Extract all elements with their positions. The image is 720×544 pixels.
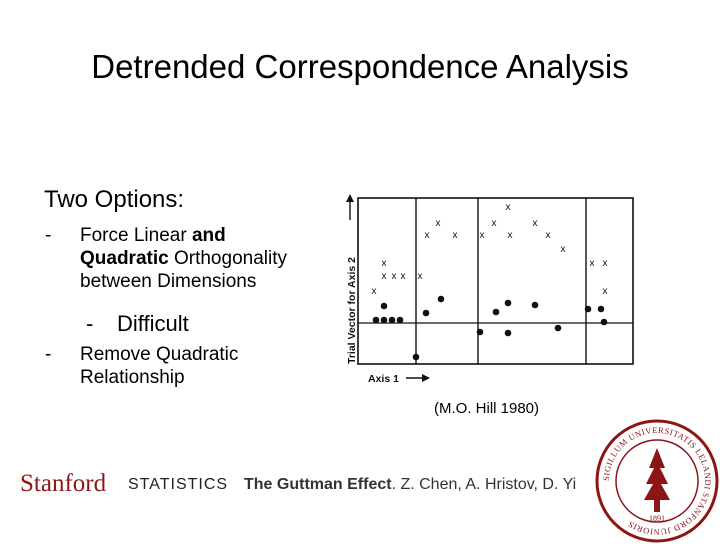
stanford-seal: SIGILLUM UNIVERSITATIS LELANDI STANFORD …	[595, 419, 719, 543]
sub-bullet-difficult: - Difficult	[86, 311, 189, 337]
x-marker: x	[418, 271, 423, 282]
dot-marker	[597, 305, 605, 313]
dot-marker	[584, 305, 592, 313]
redwood-tree-icon	[644, 448, 670, 512]
dot-marker	[554, 324, 562, 332]
dot-marker	[531, 301, 539, 309]
dot-marker	[437, 295, 445, 303]
bullet-line: Quadratic Orthogonality	[80, 248, 287, 269]
x-marker: x	[480, 230, 485, 241]
bullet-dash: -	[86, 311, 94, 336]
bullet-remove-quadratic: - Remove Quadratic Relationship	[45, 343, 330, 389]
dot-markers	[372, 295, 608, 361]
x-marker: x	[590, 258, 595, 269]
x-marker: x	[603, 286, 608, 297]
bullet-line: Relationship	[80, 367, 185, 388]
x-marker: x	[561, 244, 566, 255]
dot-marker	[600, 318, 608, 326]
bullet-line: Force Linear and	[80, 225, 226, 246]
bullet-force-linear: - Force Linear and Quadratic Orthogonali…	[45, 224, 330, 293]
footer-citation: The Guttman Effect. Z. Chen, A. Hristov,…	[244, 476, 577, 493]
x-marker: x	[508, 230, 513, 241]
sub-bullet-text: Difficult	[117, 311, 189, 336]
dot-marker	[372, 316, 380, 324]
x-marker: x	[436, 218, 441, 229]
figure-caption: (M.O. Hill 1980)	[434, 400, 540, 417]
options-heading: Two Options:	[44, 186, 185, 213]
x-marker: x	[492, 218, 497, 229]
x-arrowhead	[422, 374, 430, 382]
dot-marker	[388, 316, 396, 324]
dot-marker	[396, 316, 404, 324]
dot-marker	[492, 308, 500, 316]
x-marker: x	[506, 202, 511, 213]
seal-year: 1891	[649, 514, 665, 523]
stanford-logo: Stanford	[20, 470, 107, 497]
dot-marker	[476, 328, 484, 336]
bullet-line: Remove Quadratic	[80, 344, 239, 365]
bullet-dash: -	[45, 225, 52, 246]
dot-marker	[380, 302, 388, 310]
x-axis-label: Axis 1	[368, 373, 399, 385]
dot-marker	[380, 316, 388, 324]
dot-marker	[504, 329, 512, 337]
slide-title: Detrended Correspondence Analysis	[91, 48, 629, 85]
figure-frame	[357, 197, 634, 365]
x-marker: x	[453, 230, 458, 241]
y-axis-label: Trial Vector for Axis 2	[346, 257, 358, 364]
department-label: STATISTICS	[128, 476, 229, 493]
dot-marker	[504, 299, 512, 307]
dot-marker	[422, 309, 430, 317]
bullet-dash: -	[45, 344, 52, 365]
x-marker: x	[546, 230, 551, 241]
dot-marker	[412, 353, 420, 361]
x-marker: x	[382, 258, 387, 269]
x-marker: x	[533, 218, 538, 229]
y-arrowhead	[346, 194, 354, 202]
x-marker: x	[603, 258, 608, 269]
x-marker: x	[401, 271, 406, 282]
x-marker: x	[382, 271, 387, 282]
x-marker: x	[425, 230, 430, 241]
dca-figure: Trial Vector for Axis 2 Axis 1 xx x xx x x x x…	[346, 194, 634, 385]
x-marker: x	[392, 271, 397, 282]
x-marker: x	[372, 286, 377, 297]
bullet-line: between Dimensions	[80, 271, 257, 292]
